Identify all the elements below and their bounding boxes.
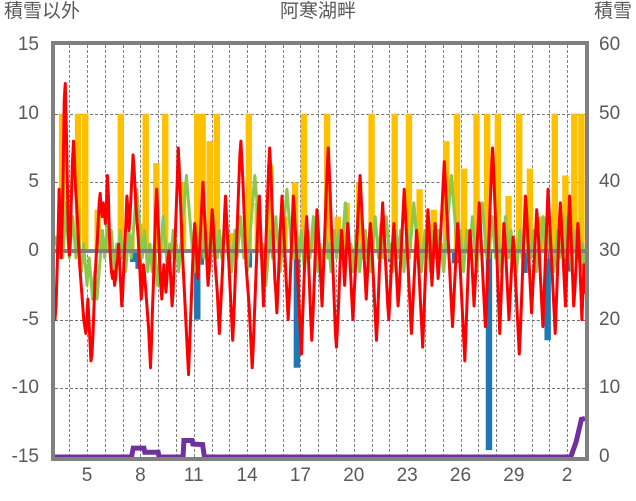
y-tick-right: 50 bbox=[599, 102, 621, 124]
orange-bar bbox=[416, 189, 423, 251]
blue-bar bbox=[485, 251, 493, 451]
blue-bar bbox=[544, 251, 551, 341]
plot-area bbox=[51, 41, 589, 461]
orange-bar bbox=[368, 113, 375, 252]
orange-bar bbox=[526, 168, 534, 251]
x-tick: 29 bbox=[503, 465, 525, 486]
orange-bar bbox=[267, 164, 274, 251]
y-tick-right: 30 bbox=[599, 240, 621, 261]
y-tick-left: -15 bbox=[11, 446, 39, 467]
blue-bar bbox=[293, 251, 301, 368]
right-axis-title: 積雪 bbox=[593, 1, 632, 22]
blue-bar bbox=[194, 251, 201, 320]
y-tick-left: -10 bbox=[11, 377, 39, 399]
x-tick: 2 bbox=[561, 465, 573, 486]
x-tick: 5 bbox=[81, 465, 93, 486]
gridline-horizontal bbox=[55, 113, 585, 115]
x-tick: 17 bbox=[289, 465, 311, 486]
red-series-line bbox=[55, 81, 585, 377]
orange-bar bbox=[562, 175, 569, 251]
gridline-horizontal bbox=[55, 388, 585, 390]
x-tick: 14 bbox=[236, 465, 258, 486]
x-tick: 23 bbox=[396, 465, 418, 486]
orange-bar bbox=[571, 113, 578, 252]
orange-bar bbox=[206, 141, 213, 251]
left-axis-title: 積雪以外 bbox=[4, 1, 81, 22]
y-tick-left: -5 bbox=[22, 308, 39, 330]
y-tick-right: 0 bbox=[599, 446, 610, 467]
y-tick-right: 60 bbox=[599, 34, 621, 55]
page-title: 阿寒湖畔 bbox=[279, 1, 356, 22]
orange-bar bbox=[483, 113, 491, 252]
x-tick: 26 bbox=[449, 465, 472, 486]
blue-bar bbox=[130, 251, 137, 262]
blue-bar bbox=[521, 251, 528, 273]
orange-bar bbox=[82, 113, 89, 252]
orange-bar bbox=[505, 196, 512, 251]
y-tick-right: 20 bbox=[599, 308, 621, 330]
orange-bar bbox=[405, 113, 413, 252]
orange-bar bbox=[515, 113, 523, 252]
orange-bar bbox=[142, 113, 149, 252]
x-tick: 11 bbox=[183, 465, 204, 486]
orange-bar bbox=[391, 113, 398, 252]
gridline-horizontal bbox=[55, 319, 585, 321]
orange-bar bbox=[453, 113, 461, 252]
orange-bar bbox=[213, 113, 221, 252]
orange-bar bbox=[494, 113, 502, 252]
y-tick-left: 10 bbox=[17, 102, 39, 124]
x-tick: 20 bbox=[343, 465, 365, 486]
orange-bar bbox=[300, 113, 308, 252]
orange-bar bbox=[578, 113, 585, 252]
orange-bar bbox=[194, 113, 201, 252]
gridline-horizontal bbox=[55, 182, 585, 184]
y-tick-right: 10 bbox=[599, 377, 621, 399]
orange-bar bbox=[245, 113, 253, 252]
x-tick: 8 bbox=[135, 465, 146, 486]
data-series-layer bbox=[55, 81, 585, 457]
y-tick-right: 40 bbox=[599, 171, 621, 193]
orange-bar bbox=[117, 113, 125, 252]
orange-bar bbox=[473, 113, 480, 252]
y-tick-left: 0 bbox=[28, 240, 39, 261]
purple-snow-depth-line bbox=[55, 416, 585, 457]
orange-bar bbox=[551, 113, 558, 252]
orange-bar bbox=[460, 168, 468, 251]
y-tick-left: 15 bbox=[17, 34, 39, 55]
y-tick-left: 5 bbox=[28, 171, 39, 193]
orange-bar bbox=[74, 113, 82, 252]
orange-bar bbox=[162, 113, 169, 252]
